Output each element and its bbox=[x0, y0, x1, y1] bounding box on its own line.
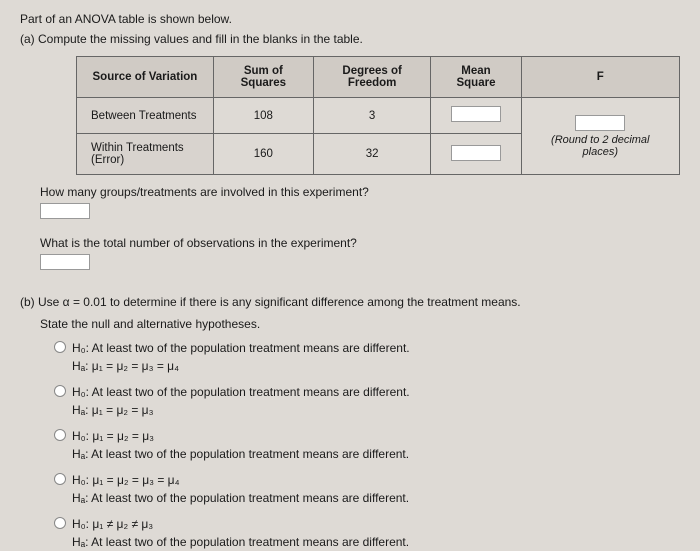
q-total: What is the total number of observations… bbox=[40, 236, 680, 250]
df-within: 32 bbox=[313, 134, 431, 175]
ms-between-cell bbox=[431, 98, 521, 134]
ss-within: 160 bbox=[213, 134, 313, 175]
ms-within-input[interactable] bbox=[451, 145, 501, 161]
state-hypotheses: State the null and alternative hypothese… bbox=[40, 317, 680, 331]
intro-text: Part of an ANOVA table is shown below. bbox=[20, 12, 680, 26]
f-cell: (Round to 2 decimal places) bbox=[521, 98, 679, 175]
col-ms: Mean Square bbox=[431, 57, 521, 98]
option-2-text: H₀: At least two of the population treat… bbox=[72, 383, 410, 419]
part-b-prompt: (b) Use α = 0.01 to determine if there i… bbox=[20, 295, 680, 309]
col-source: Source of Variation bbox=[77, 57, 214, 98]
anova-table: Source of Variation Sum of Squares Degre… bbox=[76, 56, 680, 175]
option-4[interactable]: H₀: μ₁ = μ₂ = μ₃ = μ₄ Hₐ: At least two o… bbox=[54, 471, 680, 507]
col-ss: Sum of Squares bbox=[213, 57, 313, 98]
groups-input[interactable] bbox=[40, 203, 90, 219]
radio-icon[interactable] bbox=[54, 517, 66, 529]
option-2[interactable]: H₀: At least two of the population treat… bbox=[54, 383, 680, 419]
radio-icon[interactable] bbox=[54, 429, 66, 441]
ss-between: 108 bbox=[213, 98, 313, 134]
src-between: Between Treatments bbox=[77, 98, 214, 134]
part-a-prompt: (a) Compute the missing values and fill … bbox=[20, 32, 680, 46]
option-1[interactable]: H₀: At least two of the population treat… bbox=[54, 339, 680, 375]
col-f: F bbox=[521, 57, 679, 98]
f-input[interactable] bbox=[575, 115, 625, 131]
option-3-text: H₀: μ₁ = μ₂ = μ₃ Hₐ: At least two of the… bbox=[72, 427, 409, 463]
df-between: 3 bbox=[313, 98, 431, 134]
option-4-text: H₀: μ₁ = μ₂ = μ₃ = μ₄ Hₐ: At least two o… bbox=[72, 471, 409, 507]
q-groups: How many groups/treatments are involved … bbox=[40, 185, 680, 199]
ms-between-input[interactable] bbox=[451, 106, 501, 122]
option-1-h0: H₀: At least two of the population treat… bbox=[72, 339, 410, 357]
radio-icon[interactable] bbox=[54, 341, 66, 353]
round-note: (Round to 2 decimal places) bbox=[551, 134, 649, 158]
radio-icon[interactable] bbox=[54, 473, 66, 485]
option-2-h0: H₀: At least two of the population treat… bbox=[72, 383, 410, 401]
option-5-h0: H₀: μ₁ ≠ μ₂ ≠ μ₃ bbox=[72, 515, 409, 533]
col-df: Degrees of Freedom bbox=[313, 57, 431, 98]
option-4-ha: Hₐ: At least two of the population treat… bbox=[72, 489, 409, 507]
table-header-row: Source of Variation Sum of Squares Degre… bbox=[77, 57, 680, 98]
ms-within-cell bbox=[431, 134, 521, 175]
option-4-h0: H₀: μ₁ = μ₂ = μ₃ = μ₄ bbox=[72, 471, 409, 489]
option-5-ha: Hₐ: At least two of the population treat… bbox=[72, 533, 409, 551]
src-within: Within Treatments (Error) bbox=[77, 134, 214, 175]
option-1-ha: Hₐ: μ₁ = μ₂ = μ₃ = μ₄ bbox=[72, 357, 410, 375]
radio-icon[interactable] bbox=[54, 385, 66, 397]
table-row: Between Treatments 108 3 (Round to 2 dec… bbox=[77, 98, 680, 134]
option-2-ha: Hₐ: μ₁ = μ₂ = μ₃ bbox=[72, 401, 410, 419]
option-5-text: H₀: μ₁ ≠ μ₂ ≠ μ₃ Hₐ: At least two of the… bbox=[72, 515, 409, 551]
option-3[interactable]: H₀: μ₁ = μ₂ = μ₃ Hₐ: At least two of the… bbox=[54, 427, 680, 463]
option-1-text: H₀: At least two of the population treat… bbox=[72, 339, 410, 375]
total-input[interactable] bbox=[40, 254, 90, 270]
option-3-h0: H₀: μ₁ = μ₂ = μ₃ bbox=[72, 427, 409, 445]
option-3-ha: Hₐ: At least two of the population treat… bbox=[72, 445, 409, 463]
option-5[interactable]: H₀: μ₁ ≠ μ₂ ≠ μ₃ Hₐ: At least two of the… bbox=[54, 515, 680, 551]
